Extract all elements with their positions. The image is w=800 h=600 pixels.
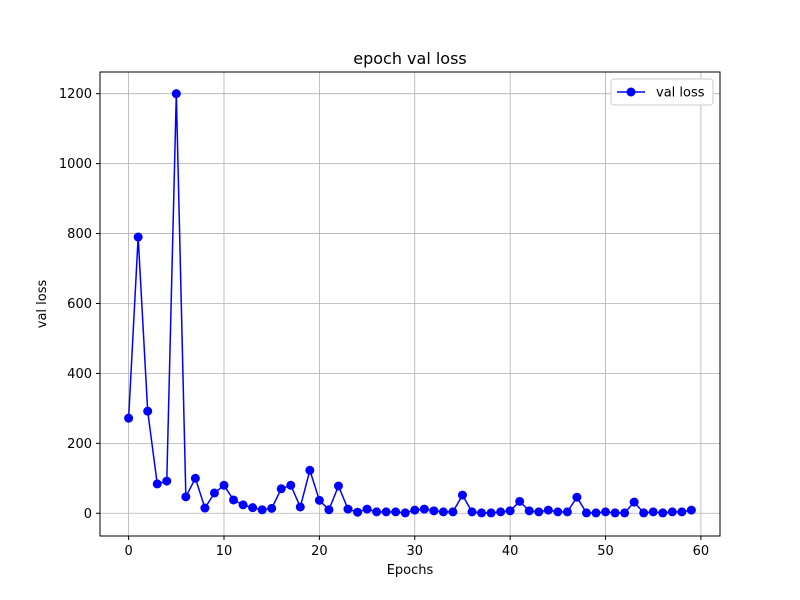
data-point [276,484,286,494]
data-point [572,492,582,502]
legend-marker [626,87,636,97]
data-point [314,495,324,505]
data-point [400,508,410,518]
data-point [124,413,134,423]
x-tick-label: 60 [693,544,710,559]
legend: val loss [610,78,714,106]
data-point [343,504,353,514]
data-point [457,490,467,500]
data-point [543,505,553,515]
data-point [515,496,525,506]
data-point [562,507,572,517]
plot-area [100,72,720,536]
data-point [639,508,649,518]
x-axis-title: Epochs [387,563,434,578]
data-point [305,465,315,475]
data-point [467,507,477,517]
data-point [648,507,658,517]
data-point [505,506,515,516]
x-tick-label: 0 [124,544,132,559]
data-point [171,89,181,99]
data-point [419,504,429,514]
y-tick-label: 1000 [59,157,92,172]
data-point [686,505,696,515]
y-tick-label: 0 [84,507,92,522]
data-point [152,479,162,489]
data-point [610,508,620,518]
data-point [629,497,639,507]
data-point [190,473,200,483]
data-point [200,503,210,513]
x-tick-label: 30 [406,544,423,559]
series-layer [124,89,696,518]
y-tick-label: 1200 [59,87,92,102]
data-point [248,503,258,513]
data-point [524,506,534,516]
data-point [658,508,668,518]
data-point [181,492,191,502]
data-point [534,507,544,517]
data-point [553,507,563,517]
data-point [219,480,229,490]
x-tick-label: 20 [311,544,328,559]
data-point [438,507,448,517]
x-tick-label: 50 [597,544,614,559]
data-point [362,504,372,514]
data-point [324,505,334,515]
legend-box [610,78,714,106]
data-point [391,507,401,517]
data-point [410,505,420,515]
data-point [477,508,487,518]
data-point [238,500,248,510]
data-point [448,507,458,517]
data-point [496,507,506,517]
x-tick-label: 40 [502,544,519,559]
y-tick-label: 600 [67,297,92,312]
chart-title: epoch val loss [353,49,467,68]
data-point [162,476,172,486]
data-point [381,507,391,517]
data-point [333,481,343,491]
data-point [620,508,630,518]
y-axis-title: val loss [35,280,50,329]
data-point [486,508,496,518]
legend-label: val loss [656,86,705,101]
data-point [286,480,296,490]
data-point [353,507,363,517]
data-point [601,507,611,517]
data-point [267,503,277,513]
data-point [295,502,305,512]
x-tick-label: 10 [216,544,233,559]
plot-frame [99,71,721,537]
data-point [209,488,219,498]
data-point [667,507,677,517]
y-tick-label: 800 [67,227,92,242]
data-point [229,495,239,505]
y-tick-label: 400 [67,367,92,382]
data-point [143,406,153,416]
data-point [591,508,601,518]
y-tick-label: 200 [67,437,92,452]
data-point [257,505,267,515]
data-point [372,507,382,517]
data-point [133,232,143,242]
data-point [581,508,591,518]
data-point [429,506,439,516]
data-point [677,507,687,517]
